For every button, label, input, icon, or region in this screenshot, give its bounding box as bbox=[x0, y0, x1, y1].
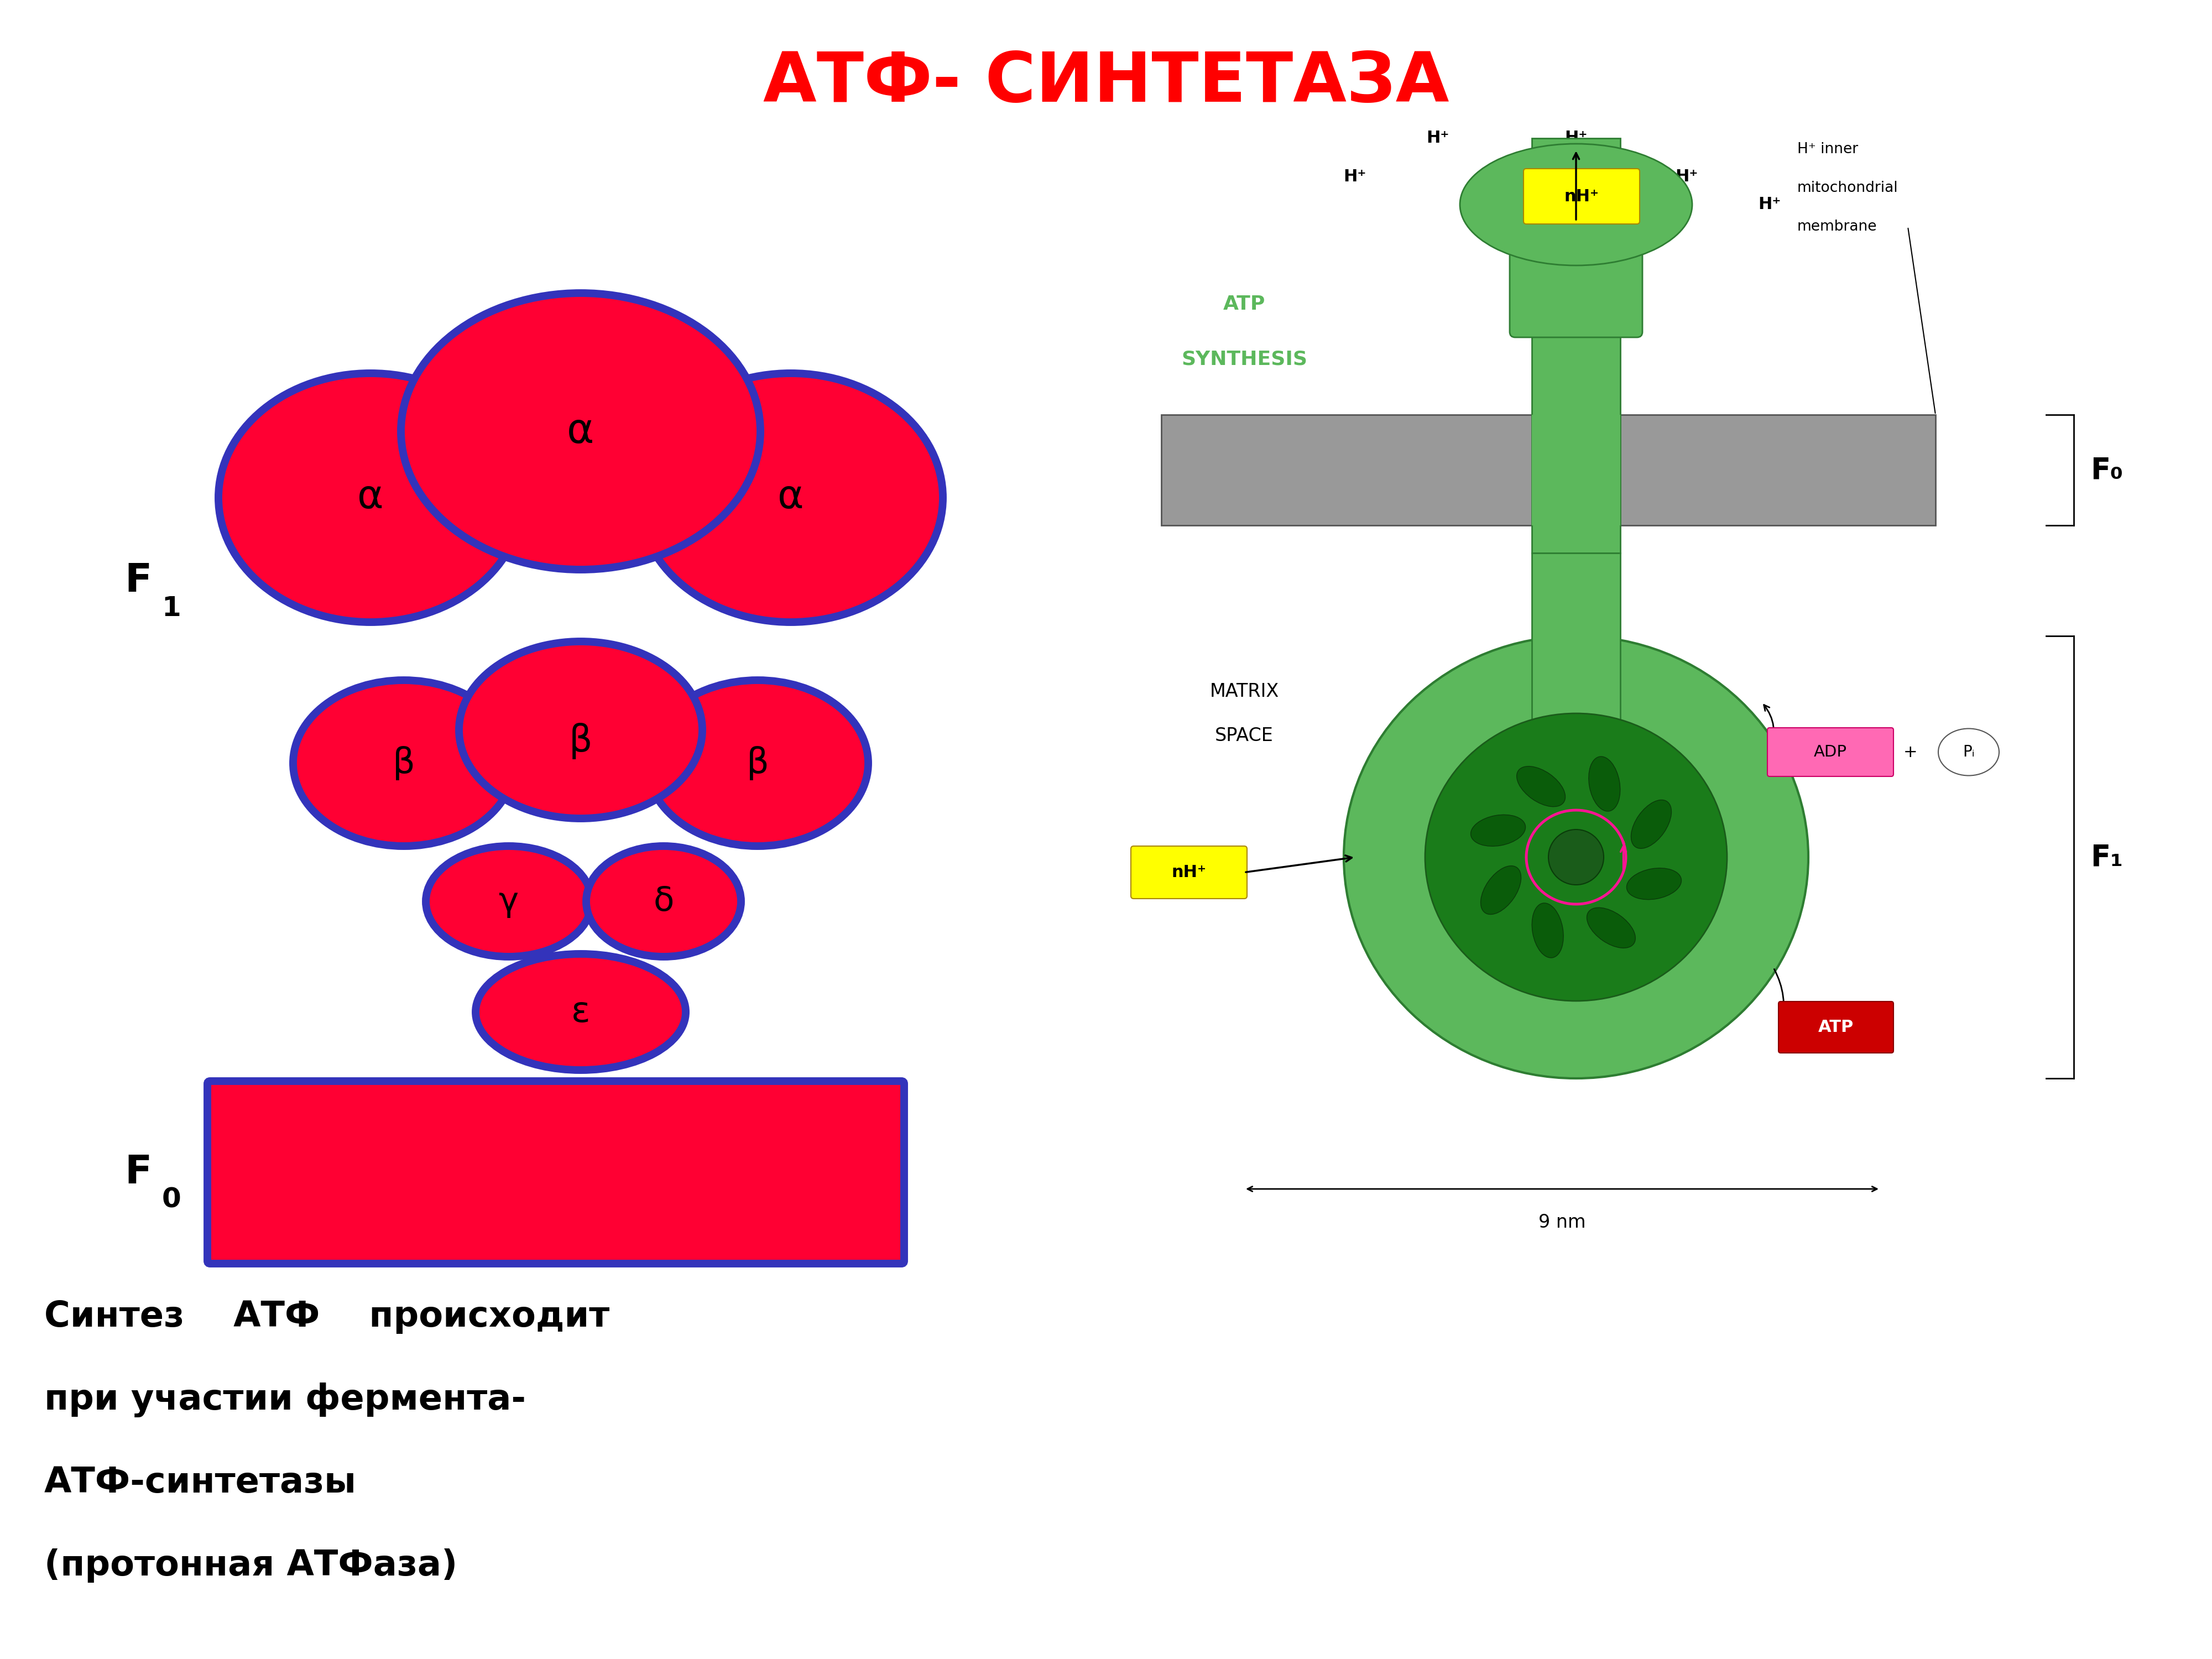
Ellipse shape bbox=[1548, 830, 1604, 884]
Ellipse shape bbox=[1517, 766, 1566, 806]
Text: α: α bbox=[358, 478, 383, 518]
Ellipse shape bbox=[292, 680, 513, 846]
Text: 1: 1 bbox=[161, 596, 181, 622]
Ellipse shape bbox=[1533, 902, 1564, 957]
Ellipse shape bbox=[460, 642, 703, 818]
FancyBboxPatch shape bbox=[1778, 1002, 1893, 1053]
Text: АТФ- СИНТЕТАЗА: АТФ- СИНТЕТАЗА bbox=[763, 50, 1449, 116]
Text: 9 nm: 9 nm bbox=[1540, 1213, 1586, 1231]
Text: (протонная АТФаза): (протонная АТФаза) bbox=[44, 1548, 458, 1583]
Ellipse shape bbox=[1586, 907, 1635, 947]
Text: SYNTHESIS: SYNTHESIS bbox=[1181, 350, 1307, 368]
Text: SPACE: SPACE bbox=[1214, 727, 1274, 745]
Ellipse shape bbox=[1471, 815, 1526, 846]
Text: F: F bbox=[124, 561, 153, 601]
Text: при участии фермента-: при участии фермента- bbox=[44, 1382, 526, 1417]
Text: nH⁺: nH⁺ bbox=[1172, 864, 1206, 881]
Text: β: β bbox=[568, 723, 593, 760]
Text: F: F bbox=[124, 1153, 153, 1191]
Ellipse shape bbox=[1345, 635, 1809, 1078]
Bar bbox=[1531, 552, 1619, 858]
Text: Pᵢ: Pᵢ bbox=[1962, 745, 1975, 760]
Ellipse shape bbox=[639, 373, 942, 622]
Text: α: α bbox=[566, 411, 595, 451]
Ellipse shape bbox=[1588, 757, 1619, 811]
Text: H⁺: H⁺ bbox=[1427, 131, 1449, 146]
Ellipse shape bbox=[1938, 728, 2000, 776]
Ellipse shape bbox=[646, 680, 867, 846]
FancyBboxPatch shape bbox=[1524, 169, 1639, 224]
Ellipse shape bbox=[1480, 866, 1522, 914]
FancyBboxPatch shape bbox=[1767, 728, 1893, 776]
Text: ATP: ATP bbox=[1223, 295, 1265, 314]
Text: +: + bbox=[1905, 745, 1918, 760]
Text: F₁: F₁ bbox=[2090, 843, 2124, 871]
Text: F₀: F₀ bbox=[2090, 456, 2124, 484]
Ellipse shape bbox=[586, 846, 741, 957]
Text: ADP: ADP bbox=[1814, 745, 1847, 760]
Ellipse shape bbox=[1460, 144, 1692, 265]
Text: γ: γ bbox=[498, 886, 520, 917]
Bar bbox=[1531, 415, 1619, 526]
Text: H⁺ inner: H⁺ inner bbox=[1796, 143, 1858, 156]
Text: H⁺: H⁺ bbox=[1674, 169, 1699, 186]
Text: ε: ε bbox=[571, 995, 591, 1029]
Text: membrane: membrane bbox=[1796, 219, 1878, 234]
Ellipse shape bbox=[476, 954, 686, 1070]
FancyBboxPatch shape bbox=[208, 1082, 905, 1264]
Text: β: β bbox=[745, 747, 770, 780]
Text: β: β bbox=[392, 747, 416, 780]
FancyBboxPatch shape bbox=[1130, 846, 1248, 899]
Ellipse shape bbox=[1425, 713, 1728, 1000]
Ellipse shape bbox=[400, 294, 761, 569]
Ellipse shape bbox=[219, 373, 522, 622]
FancyBboxPatch shape bbox=[1509, 187, 1641, 337]
Text: H⁺: H⁺ bbox=[1759, 197, 1781, 212]
Ellipse shape bbox=[425, 846, 593, 957]
Text: δ: δ bbox=[653, 886, 675, 917]
Text: АТФ-синтетазы: АТФ-синтетазы bbox=[44, 1465, 356, 1500]
Bar bbox=[1161, 415, 1936, 526]
Text: α: α bbox=[779, 478, 803, 518]
Ellipse shape bbox=[1630, 800, 1672, 848]
Ellipse shape bbox=[1626, 868, 1681, 899]
Text: nH⁺: nH⁺ bbox=[1564, 189, 1599, 204]
Text: ATP: ATP bbox=[1818, 1019, 1854, 1035]
Text: 0: 0 bbox=[161, 1186, 181, 1213]
Text: MATRIX: MATRIX bbox=[1210, 682, 1279, 700]
Text: H⁺: H⁺ bbox=[1564, 131, 1588, 146]
Text: Синтез    АТФ    происходит: Синтез АТФ происходит bbox=[44, 1299, 611, 1334]
Text: mitochondrial: mitochondrial bbox=[1796, 181, 1898, 196]
Text: H⁺: H⁺ bbox=[1343, 169, 1367, 186]
Bar bbox=[1531, 138, 1619, 552]
